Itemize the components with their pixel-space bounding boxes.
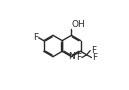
Text: F: F	[76, 53, 81, 62]
Text: F: F	[91, 46, 96, 55]
Text: F: F	[92, 53, 97, 62]
Text: N: N	[68, 52, 75, 61]
Text: F: F	[33, 33, 38, 42]
Text: OH: OH	[72, 20, 86, 29]
